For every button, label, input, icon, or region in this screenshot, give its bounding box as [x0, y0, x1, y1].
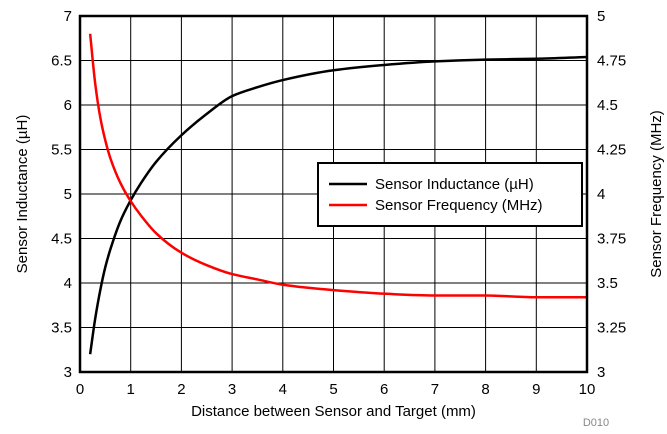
x-tick-label: 10: [579, 381, 596, 398]
left-y-tick-label: 6: [64, 97, 72, 114]
x-tick-label: 9: [532, 381, 540, 398]
figure-code: D010: [583, 417, 609, 429]
x-tick-label: 0: [76, 381, 84, 398]
right-y-tick-label: 4.75: [597, 53, 626, 70]
right-y-axis-label: Sensor Frequency (MHz): [648, 110, 665, 278]
legend-box: [317, 162, 583, 227]
right-y-tick-label: 3.25: [597, 320, 626, 337]
x-tick-label: 2: [177, 381, 185, 398]
x-tick-label: 5: [329, 381, 337, 398]
series-line-inductance: [88, 55, 588, 355]
x-tick-label: 8: [481, 381, 489, 398]
right-y-tick-label: 3: [597, 364, 605, 381]
right-y-tick-label: 3.75: [597, 231, 626, 248]
right-y-tick-label: 4.5: [597, 97, 618, 114]
x-tick-label: 7: [431, 381, 439, 398]
series-layer: [88, 33, 588, 355]
legend-label-inductance: Sensor Inductance (µH): [375, 176, 534, 193]
x-tick-label: 6: [380, 381, 388, 398]
right-y-tick-label: 3.5: [597, 275, 618, 292]
plot-frame: [78, 14, 589, 374]
left-y-tick-label: 5.5: [51, 142, 72, 159]
right-y-tick-label: 4: [597, 186, 605, 203]
right-y-tick-label: 5: [597, 8, 605, 25]
left-y-tick-label: 7: [64, 8, 72, 25]
left-y-tick-label: 3: [64, 364, 72, 381]
x-tick-label: 4: [279, 381, 287, 398]
right-y-tick-label: 4.25: [597, 142, 626, 159]
x-tick-labels: 0 1 2 3 4 5 6 7 8 9 10: [76, 381, 596, 398]
left-y-tick-label: 4.5: [51, 231, 72, 248]
left-y-tick-label: 6.5: [51, 53, 72, 70]
left-y-tick-label: 4: [64, 275, 72, 292]
x-tick-label: 3: [228, 381, 236, 398]
left-y-tick-label: 3.5: [51, 320, 72, 337]
left-y-axis-label: Sensor Inductance (µH): [14, 115, 31, 274]
legend-label-frequency: Sensor Frequency (MHz): [375, 197, 543, 214]
left-y-tick-label: 5: [64, 186, 72, 203]
x-axis-label: Distance between Sensor and Target (mm): [191, 403, 476, 420]
legend: Sensor Inductance (µH) Sensor Frequency …: [317, 162, 583, 227]
right-y-tick-labels: 3 3.25 3.5 3.75 4 4.25 4.5 4.75 5: [597, 8, 626, 381]
left-y-tick-labels: 3 3.5 4 4.5 5 5.5 6 6.5 7: [51, 8, 72, 381]
x-tick-label: 1: [127, 381, 135, 398]
series-line-frequency: [88, 33, 588, 299]
